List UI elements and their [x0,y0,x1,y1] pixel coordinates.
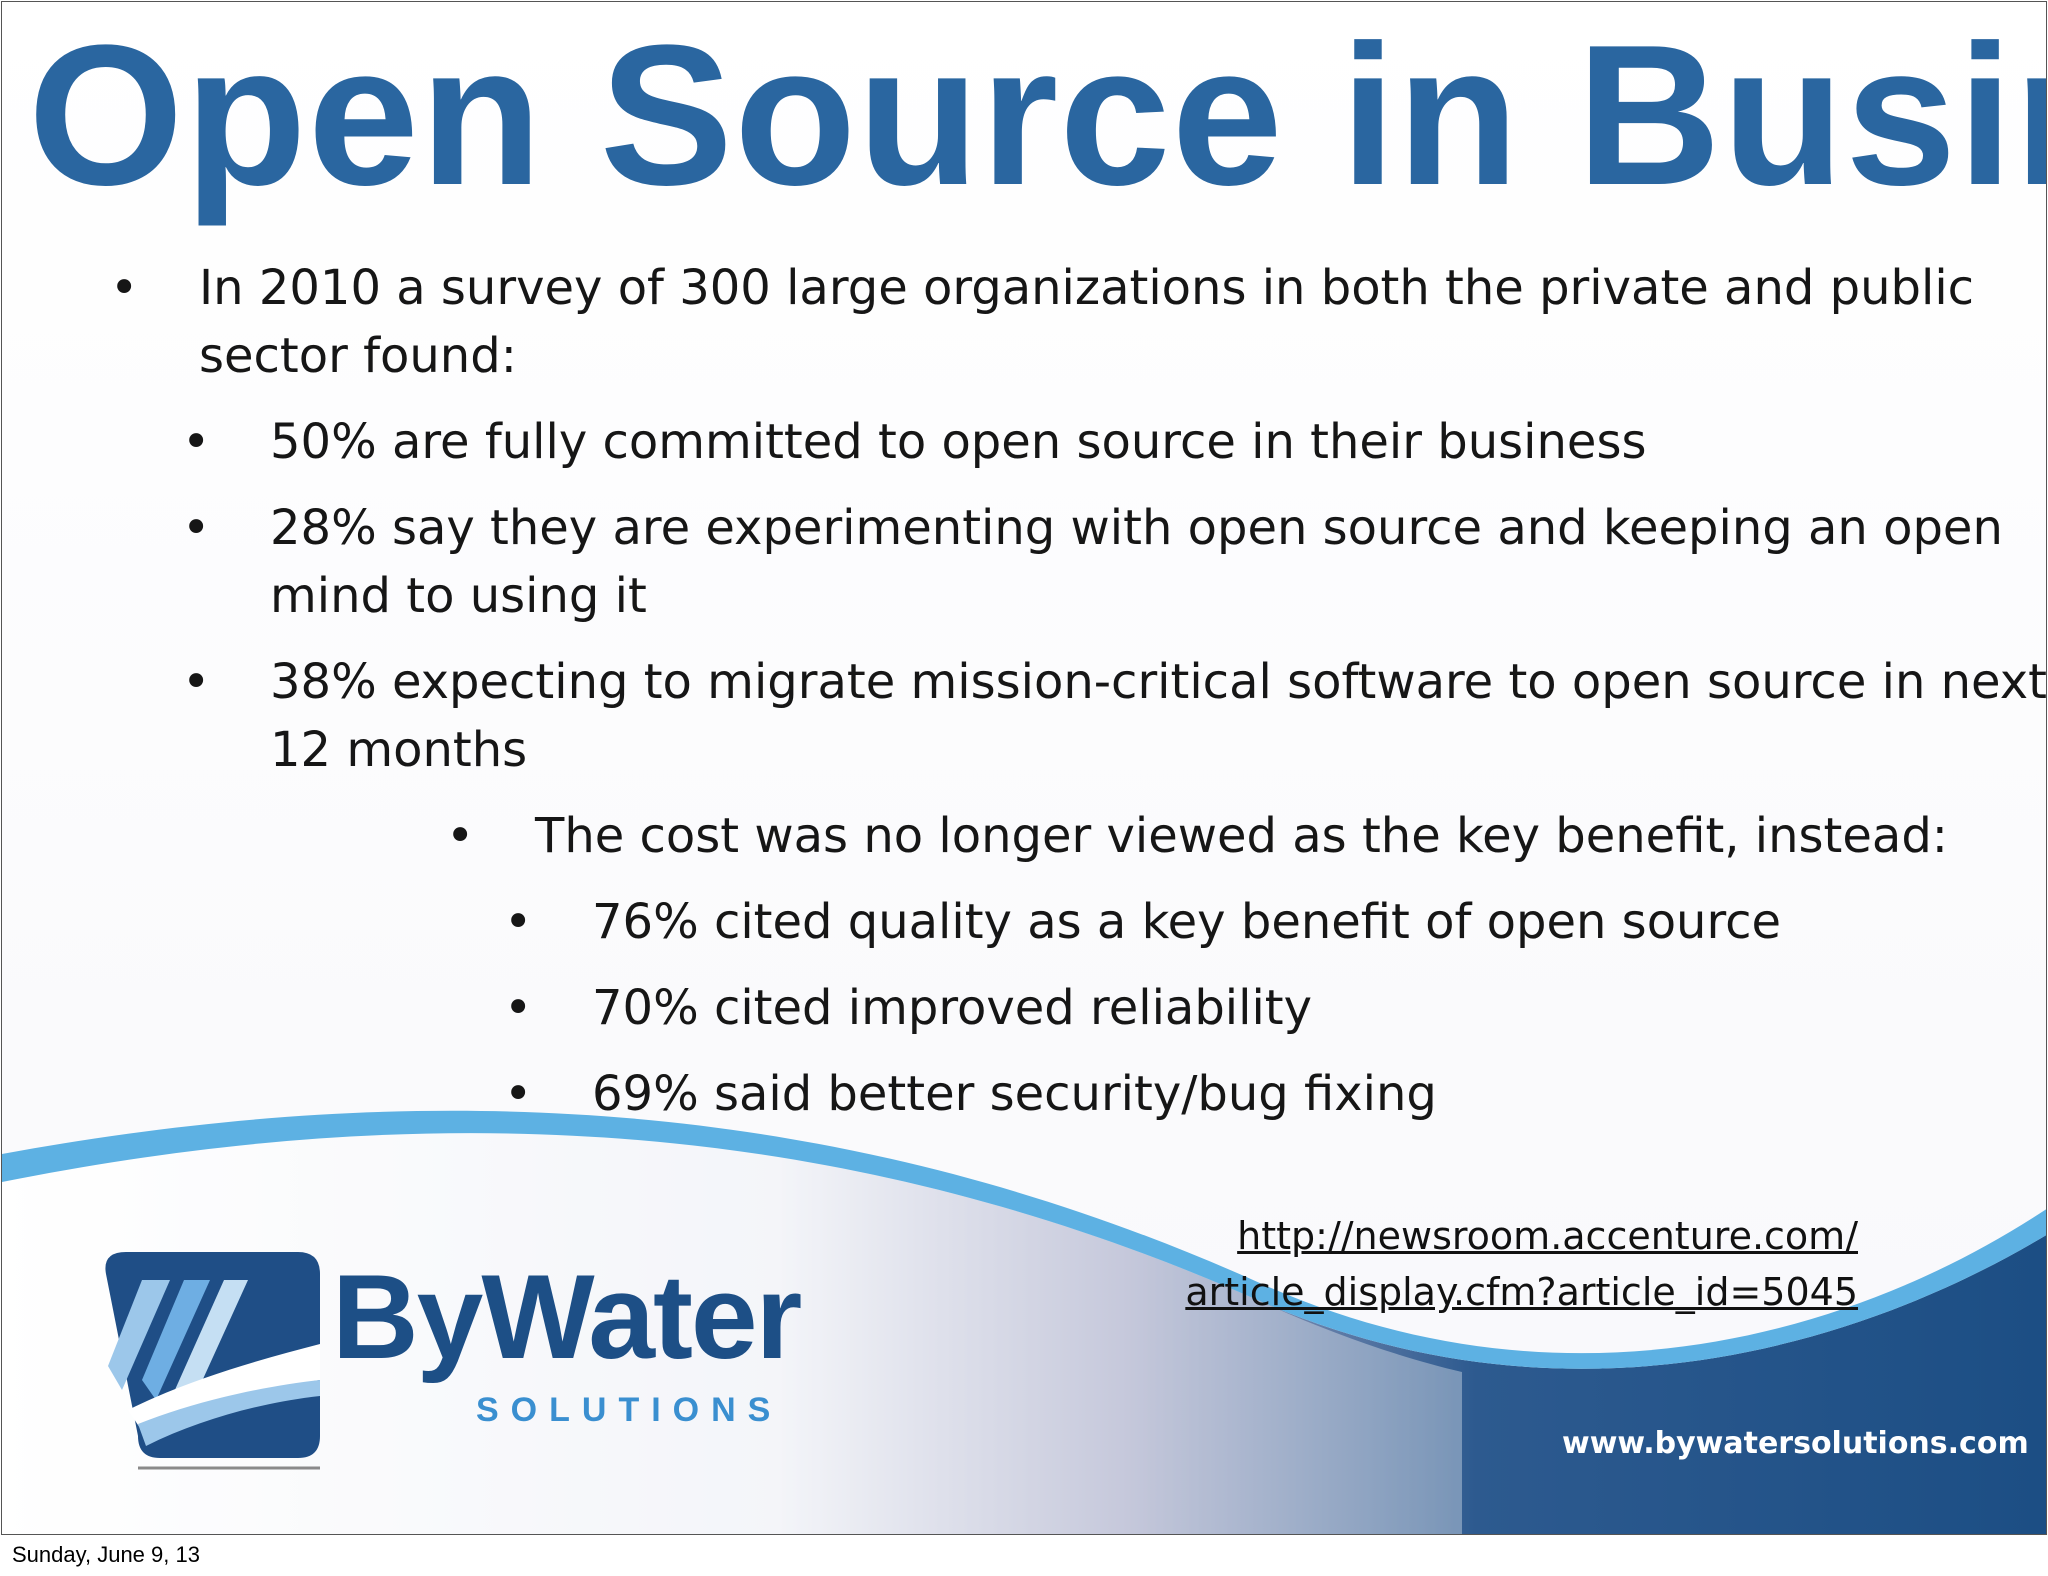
source-link-line2[interactable]: article_display.cfm?article_id=5045 [1185,1270,1858,1314]
website-url: www.bywatersolutions.com [1562,1426,2029,1461]
bullet-text: mind to using it [270,568,647,624]
bullet-dot: • [182,654,211,710]
print-date: Sunday, June 9, 13 [12,1542,200,1567]
bullet-dot: • [446,808,475,864]
brand-subtitle: SOLUTIONS [476,1391,783,1429]
bullet-text: 69% said better security/bug fixing [592,1066,1437,1122]
slide: Open Source in Business • In 2010 a surv… [1,1,2047,1535]
bullet-dot: • [504,894,533,950]
source-link-line1[interactable]: http://newsroom.accenture.com/ [1237,1214,1858,1258]
bullet-dot: • [182,414,211,470]
bullet-dot: • [504,980,533,1036]
bullet-dot: • [182,500,211,556]
source-link[interactable]: http://newsroom.accenture.com/ article_d… [1158,1208,1858,1320]
brand-name: ByWater [332,1250,802,1384]
bullet-text: 12 months [270,722,528,778]
slide-title: Open Source in Business [28,4,2046,227]
bullet-text: 76% cited quality as a key benefit of op… [592,894,1782,950]
bullet-text: The cost was no longer viewed as the key… [535,808,1948,864]
footer-wave [2,1110,2046,1534]
bywater-logo-icon [105,1252,320,1470]
bullet-text: sector found: [199,328,517,384]
bullet-text: 28% say they are experimenting with open… [270,500,2003,556]
bullet-dot: • [110,260,139,316]
bullet-text: In 2010 a survey of 300 large organizati… [199,260,1975,316]
bullet-text: 70% cited improved reliability [592,980,1313,1036]
bullet-text: 50% are fully committed to open source i… [270,414,1647,470]
bullet-text: 38% expecting to migrate mission-critica… [270,654,2047,710]
